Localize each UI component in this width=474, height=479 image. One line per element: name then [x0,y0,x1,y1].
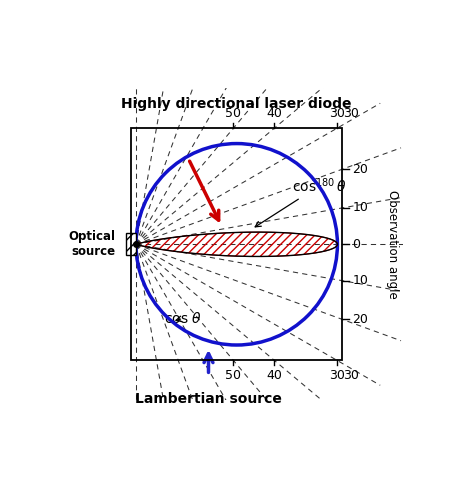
Text: 10: 10 [353,201,368,215]
Text: $\cos\,\theta$: $\cos\,\theta$ [164,311,202,326]
Bar [131,128,342,360]
Text: 40: 40 [266,369,282,382]
Text: 30: 30 [344,107,359,120]
Text: 10: 10 [353,274,368,287]
Text: 30: 30 [344,369,359,382]
Text: 50: 50 [225,369,241,382]
Text: Highly directional laser diode: Highly directional laser diode [121,97,352,111]
Text: Optical
source: Optical source [69,230,116,258]
Text: 30: 30 [328,369,345,382]
Bar [126,233,136,255]
Text: 20: 20 [353,313,368,326]
Text: 20: 20 [353,163,368,176]
Text: 40: 40 [266,107,282,120]
Text: Observation angle: Observation angle [386,190,399,299]
Text: $\cos^{180}\theta$: $\cos^{180}\theta$ [255,176,347,227]
Text: 0: 0 [353,238,361,251]
Text: 30: 30 [328,107,345,120]
Text: 50: 50 [225,107,241,120]
Text: Lambertian source: Lambertian source [135,392,282,406]
